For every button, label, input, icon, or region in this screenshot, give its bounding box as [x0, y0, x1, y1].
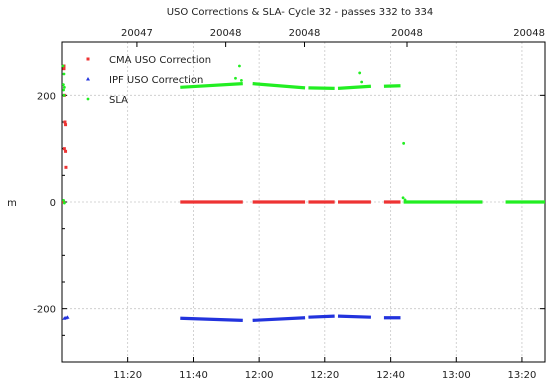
data-marks [61, 64, 545, 322]
data-segment [252, 82, 306, 90]
x-tick-label: 13:00 [442, 370, 471, 381]
series-sla [61, 64, 545, 205]
data-segment [337, 84, 372, 90]
data-point [62, 88, 65, 92]
data-point [238, 64, 241, 68]
y-tick-label: 0 [50, 198, 56, 209]
top-axis: 20047 20048 20048 20048 20048 [121, 28, 546, 47]
data-segment [383, 84, 401, 88]
data-segment [180, 316, 243, 322]
data-point [62, 199, 65, 202]
data-point [240, 79, 243, 82]
data-point [63, 120, 67, 124]
data-point [62, 72, 66, 76]
x-tick-label: 12:40 [376, 370, 405, 381]
data-point [64, 149, 68, 153]
data-point [62, 85, 66, 89]
data-segment [308, 314, 335, 319]
x-tick-label: 11:20 [113, 370, 142, 381]
data-point [62, 93, 66, 97]
data-segment [308, 86, 335, 90]
data-point [61, 83, 65, 87]
data-point [64, 123, 68, 127]
x-tick-label: 13:20 [508, 370, 537, 381]
y-tick-label: -200 [33, 305, 56, 316]
legend-label: IPF USO Correction [109, 75, 203, 86]
data-point [62, 201, 66, 205]
legend-marker [86, 77, 90, 81]
top-tick-label: 20047 [121, 28, 153, 39]
chart-title: USO Corrections & SLA- Cycle 32 - passes… [167, 7, 434, 18]
top-tick-label: 20048 [210, 28, 242, 39]
data-segment [252, 316, 306, 322]
data-point [62, 67, 66, 71]
data-point [401, 196, 405, 200]
data-point [358, 71, 362, 75]
legend-marker [86, 57, 90, 61]
top-tick-label: 20048 [391, 28, 423, 39]
data-segment [337, 314, 371, 319]
legend-label: CMA USO Correction [109, 55, 211, 66]
data-point [360, 80, 364, 84]
x-tick-label: 11:40 [179, 370, 208, 381]
y-tick-label: 200 [37, 91, 56, 102]
series-ipf-uso-correction [62, 314, 401, 322]
legend: CMA USO Correction IPF USO Correction SLA [86, 55, 211, 106]
data-point [402, 141, 406, 145]
data-point [403, 198, 407, 202]
x-tick-label: 12:20 [310, 370, 339, 381]
y-axis-label: m [7, 198, 17, 209]
data-point [234, 76, 237, 80]
x-tick-label: 12:00 [245, 370, 274, 381]
top-tick-label: 20048 [513, 28, 545, 39]
legend-label: SLA [109, 95, 128, 106]
x-axis: 11:20 11:40 12:00 12:20 12:40 13:00 13:20 [113, 357, 536, 381]
legend-marker [86, 97, 90, 101]
data-point [61, 64, 65, 68]
data-segment [180, 82, 243, 89]
top-tick-label: 20048 [289, 28, 321, 39]
data-point [62, 147, 66, 151]
data-point [64, 165, 68, 169]
data-point [65, 315, 70, 319]
